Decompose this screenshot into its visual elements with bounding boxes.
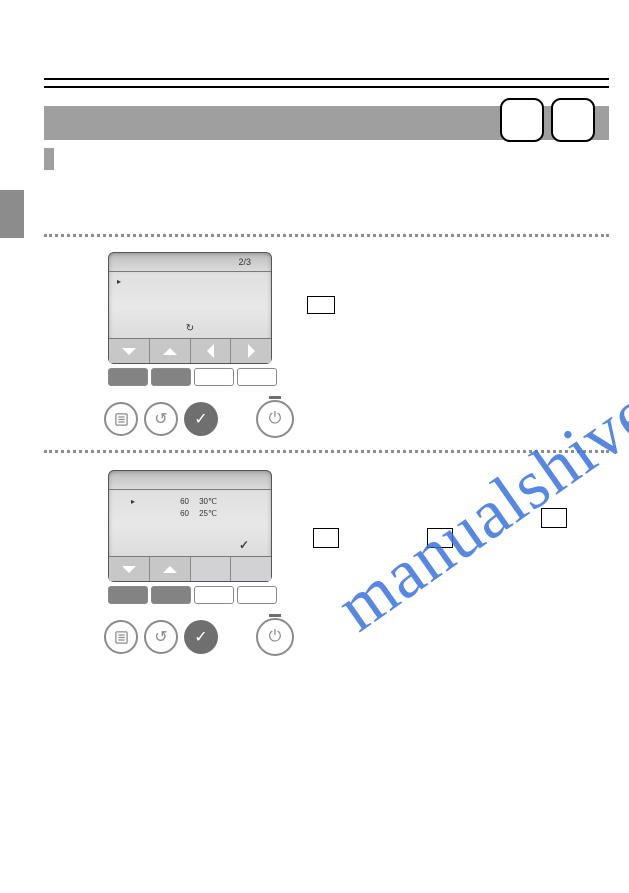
lcd1-key-left (191, 339, 232, 363)
menu-button-2 (104, 620, 138, 654)
lcd2-row2-val2: 25℃ (199, 509, 217, 518)
double-rule (44, 78, 609, 88)
menu-icon (114, 412, 129, 427)
lcd2-key-up (150, 557, 191, 581)
f3-key (194, 368, 234, 386)
f4-key (237, 586, 277, 604)
f1-key (108, 368, 148, 386)
dotted-rule-1 (44, 234, 609, 237)
lcd2-key-blank2 (231, 557, 271, 581)
return-button-1: ↺ (144, 402, 178, 436)
lcd1-key-down (109, 339, 150, 363)
lcd2-check-icon: ✓ (239, 538, 249, 552)
lcd2-key-blank1 (191, 557, 232, 581)
refresh-icon: ↻ (186, 323, 194, 334)
page-ref-box-2 (551, 98, 595, 142)
arrow-right-icon (248, 344, 255, 358)
arrow-left-icon (207, 344, 214, 358)
lcd-screen-1: 2/3 ▸ ↻ (108, 252, 272, 364)
return-icon: ↺ (154, 409, 167, 429)
menu-button-1 (104, 402, 138, 436)
page: 2/3 ▸ ↻ ↺ ✓ ⏻ (0, 0, 629, 893)
dotted-rule-2 (44, 450, 609, 453)
lcd2-header (109, 471, 271, 490)
ref-rect-2c (541, 508, 567, 528)
subsection-marker (44, 148, 54, 170)
lcd2-bottom-row: ✓ (117, 524, 263, 552)
lcd1-header: 2/3 (109, 253, 271, 272)
ref-rect-2b (427, 528, 453, 548)
power-mark (269, 614, 281, 617)
f1-key (108, 586, 148, 604)
page-ref-box-1 (500, 98, 544, 142)
return-icon: ↺ (154, 627, 167, 647)
arrow-up-icon (163, 348, 177, 355)
lcd2-footer (109, 557, 271, 581)
lcd2-body: ▸ 60 30℃ 60 25℃ ✓ (109, 489, 271, 557)
f3-key (194, 586, 234, 604)
power-icon: ⏻ (269, 410, 282, 428)
confirm-button-2: ✓ (184, 620, 218, 654)
power-mark (269, 396, 281, 399)
confirm-button-1: ✓ (184, 402, 218, 436)
f2-key (151, 586, 191, 604)
check-icon: ✓ (194, 409, 207, 429)
f2-key (151, 368, 191, 386)
lcd1-cursor: ▸ (117, 277, 263, 286)
power-button-2: ⏻ (256, 618, 294, 656)
menu-icon (114, 630, 129, 645)
lcd2-row1-val1: 60 (171, 497, 189, 506)
lcd2-row1-val2: 30℃ (199, 497, 217, 506)
lcd2-cursor1: ▸ (117, 497, 135, 506)
lcd1-bottom-row: ↻ (117, 323, 263, 334)
lcd1-page-indicator: 2/3 (238, 253, 251, 271)
ref-rect-2a (313, 528, 339, 548)
lcd1-footer (109, 339, 271, 363)
lcd1-body: ▸ ↻ (109, 271, 271, 339)
power-icon: ⏻ (269, 628, 282, 646)
fkeys-2 (108, 586, 277, 604)
arrow-down-icon (122, 566, 136, 573)
return-button-2: ↺ (144, 620, 178, 654)
lcd2-key-down (109, 557, 150, 581)
power-button-1: ⏻ (256, 400, 294, 438)
lcd1-key-up (150, 339, 191, 363)
lcd2-row1: ▸ 60 30℃ (117, 495, 263, 507)
arrow-up-icon (163, 566, 177, 573)
f4-key (237, 368, 277, 386)
lcd1-key-right (231, 339, 271, 363)
watermark: manualshive.com (323, 292, 629, 648)
side-tab (0, 190, 24, 238)
lcd2-row2-val1: 60 (171, 509, 189, 518)
fkeys-1 (108, 368, 277, 386)
check-icon: ✓ (194, 627, 207, 647)
lcd-screen-2: ▸ 60 30℃ 60 25℃ ✓ (108, 470, 272, 582)
lcd2-row2: 60 25℃ (117, 507, 263, 519)
ref-rect-1a (307, 296, 335, 314)
arrow-down-icon (122, 348, 136, 355)
